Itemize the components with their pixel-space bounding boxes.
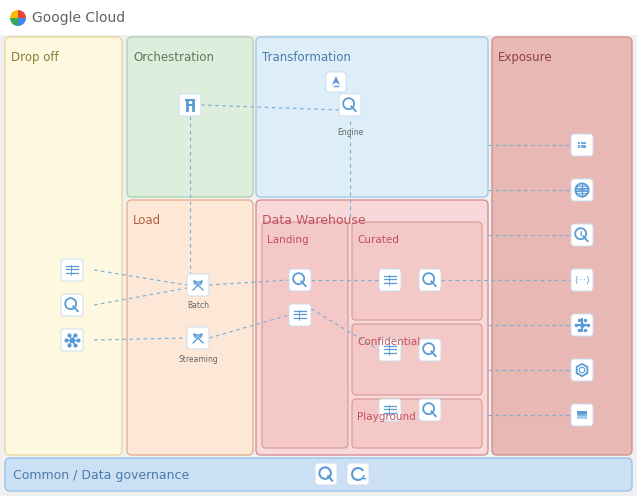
FancyBboxPatch shape (379, 269, 401, 291)
Bar (577, 411, 587, 414)
Wedge shape (18, 18, 26, 26)
Wedge shape (10, 18, 18, 26)
FancyBboxPatch shape (179, 94, 201, 116)
FancyBboxPatch shape (315, 463, 337, 485)
FancyBboxPatch shape (61, 294, 83, 316)
Text: Streaming: Streaming (178, 355, 218, 364)
Text: Load: Load (133, 214, 161, 227)
Text: Common / Data governance: Common / Data governance (13, 469, 189, 482)
Text: Google Cloud: Google Cloud (32, 11, 125, 25)
Polygon shape (332, 76, 340, 85)
Text: Transformation: Transformation (262, 51, 351, 64)
Bar (0, 0, 637, 35)
Text: Exposure: Exposure (498, 51, 553, 64)
FancyBboxPatch shape (262, 222, 348, 448)
Wedge shape (18, 10, 26, 18)
FancyBboxPatch shape (352, 399, 482, 448)
FancyBboxPatch shape (61, 259, 83, 281)
Text: i: i (580, 231, 582, 237)
FancyBboxPatch shape (419, 339, 441, 361)
FancyBboxPatch shape (352, 222, 482, 320)
Bar (578, 145, 580, 147)
Bar (580, 142, 583, 144)
FancyBboxPatch shape (492, 37, 632, 455)
Bar (577, 414, 587, 417)
FancyBboxPatch shape (289, 269, 311, 291)
FancyBboxPatch shape (419, 269, 441, 291)
FancyBboxPatch shape (5, 458, 632, 491)
Text: Confidential: Confidential (357, 337, 420, 347)
FancyBboxPatch shape (187, 327, 209, 349)
Text: Orchestration: Orchestration (133, 51, 214, 64)
FancyBboxPatch shape (379, 399, 401, 421)
Bar (580, 145, 583, 147)
FancyBboxPatch shape (127, 200, 253, 455)
FancyBboxPatch shape (61, 329, 83, 351)
Bar (577, 416, 587, 419)
Bar (578, 142, 580, 144)
FancyBboxPatch shape (187, 274, 209, 296)
FancyBboxPatch shape (352, 324, 482, 395)
FancyBboxPatch shape (419, 399, 441, 421)
Text: Curated: Curated (357, 235, 399, 245)
FancyBboxPatch shape (571, 314, 593, 336)
Wedge shape (10, 10, 18, 18)
FancyBboxPatch shape (256, 37, 488, 197)
Bar (583, 142, 586, 144)
FancyBboxPatch shape (5, 37, 122, 455)
FancyBboxPatch shape (571, 269, 593, 291)
Bar (583, 145, 586, 147)
FancyBboxPatch shape (571, 224, 593, 246)
FancyBboxPatch shape (571, 179, 593, 201)
Text: Drop off: Drop off (11, 51, 59, 64)
Text: Playground: Playground (357, 412, 416, 422)
FancyBboxPatch shape (339, 94, 361, 116)
FancyBboxPatch shape (127, 37, 253, 197)
FancyBboxPatch shape (256, 200, 488, 455)
FancyBboxPatch shape (379, 339, 401, 361)
Text: (···): (···) (574, 275, 590, 285)
FancyBboxPatch shape (571, 404, 593, 426)
FancyBboxPatch shape (571, 134, 593, 156)
Text: Engine: Engine (337, 128, 363, 137)
FancyBboxPatch shape (571, 359, 593, 381)
Text: Data Warehouse: Data Warehouse (262, 214, 366, 227)
Text: Landing: Landing (267, 235, 308, 245)
FancyBboxPatch shape (289, 304, 311, 326)
FancyBboxPatch shape (326, 72, 346, 92)
FancyBboxPatch shape (347, 463, 369, 485)
Text: Batch: Batch (187, 302, 209, 310)
